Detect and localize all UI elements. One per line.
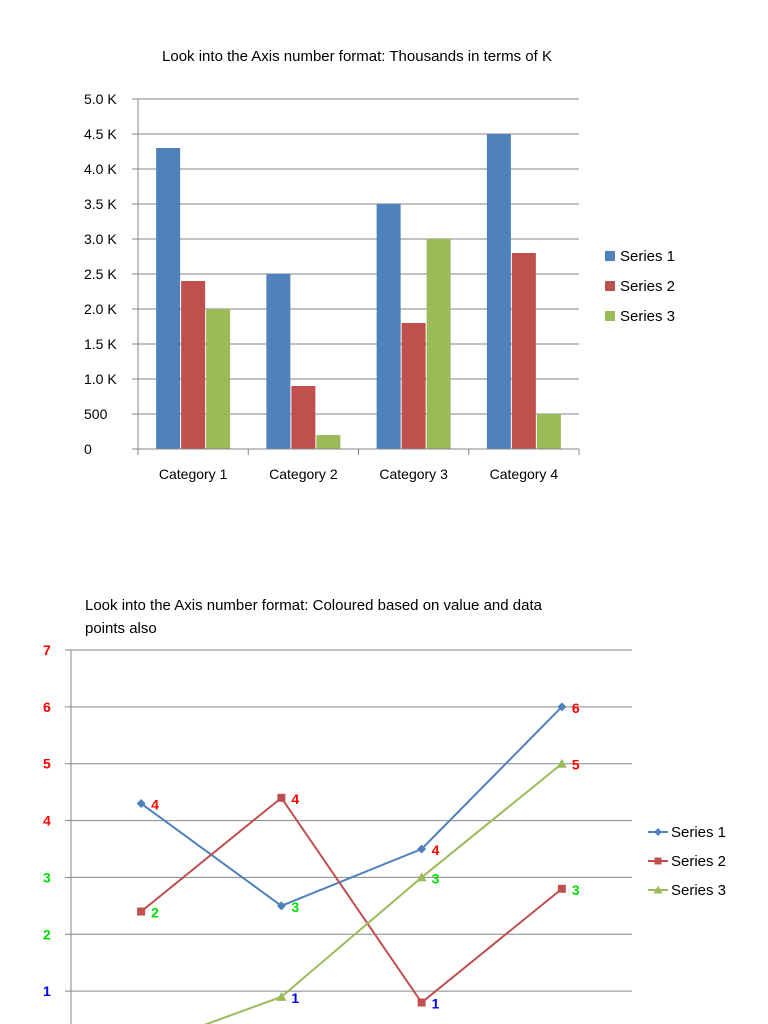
line-marker-3-3	[416, 872, 427, 882]
bar-y-tick-label: 5.0 K	[84, 91, 117, 107]
line-legend-marker	[654, 828, 662, 836]
line-legend-label: Series 3	[671, 882, 726, 899]
line-marker-3-4	[556, 758, 567, 768]
line-marker-1-4	[557, 702, 567, 712]
line-series-2	[140, 796, 563, 1004]
line-legend-label: Series 2	[671, 853, 726, 870]
bar-legend-label: Series 3	[620, 308, 675, 325]
bar-legend-label: Series 1	[620, 248, 675, 265]
bar-category-label: Category 3	[379, 466, 448, 482]
line-chart-axes	[65, 649, 72, 1024]
line-chart-y-tick-labels: 1 2 3 4 5 6 7	[43, 642, 51, 999]
line-legend-marker	[653, 885, 663, 894]
bar-y-tick-label: 4.0 K	[84, 161, 117, 177]
bar-y-tick-label: 3.5 K	[84, 196, 117, 212]
bar-chart-axes	[132, 98, 580, 455]
line-marker-1-2	[276, 901, 286, 911]
bar-y-tick-label: 500	[84, 406, 108, 422]
line-chart-legend: Series 1 Series 2 Series 3	[648, 824, 726, 899]
line-marker-2-3	[417, 998, 426, 1007]
bar-3-2	[316, 435, 341, 449]
bar-1-4	[486, 134, 511, 449]
bar-chart-y-tick-labels: 0 500 1.0 K 1.5 K 2.0 K 2.5 K 3.0 K 3.5 K 4.0 K 4…	[84, 91, 117, 457]
line-data-label-3-3: 3	[432, 870, 440, 886]
bar-3-1	[206, 309, 231, 449]
bar-chart-bars	[156, 134, 561, 449]
line-data-label-2-1: 2	[151, 905, 159, 921]
bar-2-2	[291, 386, 316, 449]
bar-y-tick-label: 3.0 K	[84, 231, 117, 247]
bar-3-4	[536, 414, 561, 449]
line-data-label-2-4: 3	[572, 882, 580, 898]
bar-chart-category-labels: Category 1 Category 2 Category 3 Category 4	[159, 466, 558, 482]
bar-category-label: Category 4	[490, 466, 559, 482]
line-data-label-2-2: 4	[291, 791, 299, 807]
bar-chart: Look into the Axis number format: Thousa…	[84, 48, 675, 482]
line-chart: Look into the Axis number format: Colour…	[43, 597, 726, 1024]
bar-chart-title: Look into the Axis number format: Thousa…	[162, 48, 552, 65]
line-data-label-2-3: 1	[432, 996, 440, 1012]
bar-y-tick-label: 1.0 K	[84, 371, 117, 387]
line-legend-marker	[654, 857, 662, 865]
line-marker-3-2	[276, 991, 287, 1001]
line-marker-2-2	[277, 793, 286, 802]
line-marker-2-4	[557, 884, 566, 893]
line-chart-data-labels: 434624130135	[151, 700, 580, 1012]
line-y-tick-label: 5	[43, 756, 51, 772]
bar-y-tick-label: 2.5 K	[84, 266, 117, 282]
bar-chart-legend: Series 1 Series 2 Series 3	[605, 248, 675, 325]
line-marker-2-1	[137, 907, 146, 916]
line-y-tick-label: 1	[43, 983, 51, 999]
bar-category-label: Category 2	[269, 466, 338, 482]
line-data-label-1-3: 4	[432, 842, 440, 858]
bar-category-label: Category 1	[159, 466, 228, 482]
bar-2-1	[181, 281, 206, 449]
line-y-tick-label: 4	[43, 813, 51, 829]
bar-legend-swatch	[605, 251, 615, 261]
bar-3-3	[426, 239, 451, 449]
line-series-1	[140, 706, 563, 907]
bar-legend-swatch	[605, 311, 615, 321]
bar-1-3	[376, 204, 401, 449]
bar-1-1	[156, 148, 181, 449]
line-data-label-1-1: 4	[151, 797, 159, 813]
bar-y-tick-label: 0	[84, 441, 92, 457]
line-y-tick-label: 7	[43, 642, 51, 658]
line-y-tick-label: 3	[43, 869, 51, 885]
line-series-3	[203, 762, 563, 1024]
line-legend-label: Series 1	[671, 824, 726, 841]
bar-2-4	[511, 253, 536, 449]
bar-legend-swatch	[605, 281, 615, 291]
line-chart-title-line-2: points also	[85, 620, 157, 637]
bar-1-2	[266, 274, 291, 449]
line-y-tick-label: 6	[43, 699, 51, 715]
line-marker-1-3	[417, 844, 427, 854]
bar-y-tick-label: 1.5 K	[84, 336, 117, 352]
bar-legend-label: Series 2	[620, 278, 675, 295]
bar-2-3	[401, 323, 426, 449]
line-data-label-1-2: 3	[291, 899, 299, 915]
bar-y-tick-label: 4.5 K	[84, 126, 117, 142]
line-data-label-3-2: 1	[291, 990, 299, 1006]
line-chart-gridlines	[71, 649, 632, 992]
bar-y-tick-label: 2.0 K	[84, 301, 117, 317]
line-data-label-1-4: 6	[572, 700, 580, 716]
line-y-tick-label: 2	[43, 926, 51, 942]
line-marker-1-1	[136, 799, 146, 809]
line-chart-series	[136, 702, 567, 1024]
line-data-label-3-4: 5	[572, 757, 580, 773]
line-chart-title-line-1: Look into the Axis number format: Colour…	[85, 597, 543, 614]
